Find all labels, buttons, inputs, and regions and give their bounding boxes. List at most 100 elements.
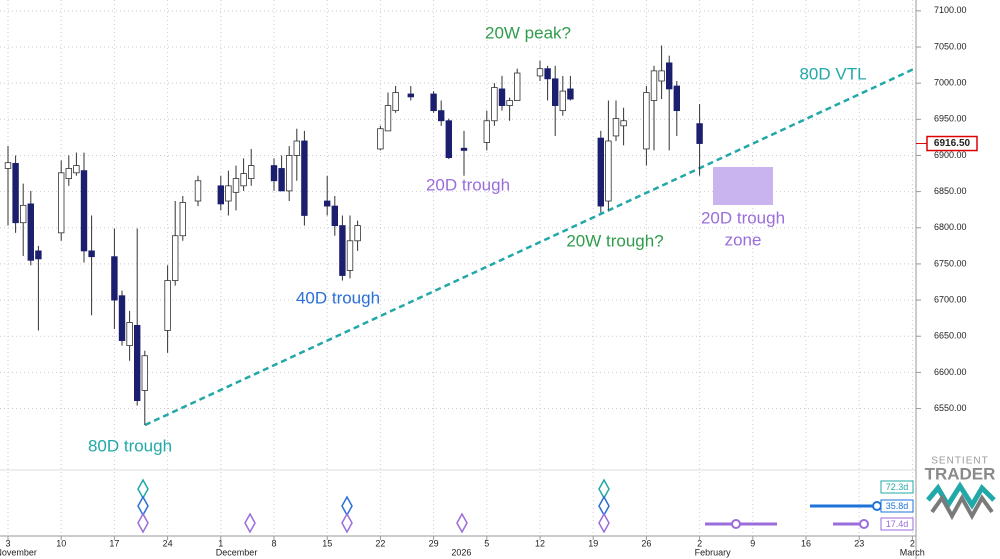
candle-body bbox=[384, 105, 392, 132]
last-price-box bbox=[926, 135, 978, 152]
x-month-label: February bbox=[695, 547, 732, 557]
cycle-ranges bbox=[705, 480, 914, 531]
candle-body bbox=[407, 93, 414, 98]
candle-body bbox=[58, 172, 65, 234]
x-tick-label: 10 bbox=[56, 538, 66, 548]
logo-mark bbox=[930, 493, 994, 521]
candle-body bbox=[323, 200, 331, 207]
candle-body bbox=[126, 322, 133, 347]
candle-body bbox=[392, 92, 399, 112]
candle-body bbox=[88, 250, 95, 258]
candle-body bbox=[4, 162, 12, 169]
candle-body bbox=[293, 140, 300, 156]
candle-body bbox=[377, 128, 384, 150]
y-tick-label: 6950.00 bbox=[934, 114, 967, 124]
candle-body bbox=[643, 92, 650, 150]
candle-body bbox=[240, 173, 247, 187]
x-tick-label: 9 bbox=[750, 538, 755, 548]
y-tick-label: 6600.00 bbox=[934, 367, 967, 377]
y-tick-label: 6800.00 bbox=[934, 222, 967, 232]
candle-body bbox=[354, 225, 361, 242]
candle-body bbox=[133, 324, 141, 401]
cycle-label: 72.3d bbox=[886, 482, 909, 492]
candle-body bbox=[331, 205, 338, 226]
x-tick-label: 22 bbox=[375, 538, 385, 548]
candle-body bbox=[430, 93, 437, 112]
x-month-label: March bbox=[900, 547, 925, 557]
axes: 6550.00 6600.00 6650.00 6700.00 6750.00 6800.… bbox=[0, 5, 978, 557]
annotation: zone bbox=[725, 230, 762, 249]
cycle-label: 35.8d bbox=[886, 501, 909, 511]
candle-body bbox=[141, 355, 148, 391]
candle-body bbox=[620, 120, 627, 127]
candle-body bbox=[73, 165, 80, 174]
x-tick-label: 23 bbox=[854, 538, 864, 548]
x-tick-label: 29 bbox=[429, 538, 439, 548]
y-tick-label: 6900.00 bbox=[934, 150, 967, 160]
annotation: 80D trough bbox=[88, 436, 172, 455]
candle-body bbox=[171, 235, 179, 281]
candle-body bbox=[506, 100, 513, 106]
x-tick-label: 19 bbox=[588, 538, 598, 548]
candle-body bbox=[605, 140, 612, 202]
candle-body bbox=[650, 70, 658, 101]
x-tick-label: 8 bbox=[271, 538, 276, 548]
candle-body bbox=[194, 180, 202, 202]
candle-body bbox=[35, 250, 42, 260]
logo-mark bbox=[926, 481, 996, 510]
y-tick-label: 6750.00 bbox=[934, 258, 967, 268]
y-tick-label: 7000.00 bbox=[934, 78, 967, 88]
candle-body bbox=[285, 155, 293, 192]
x-tick-label: 16 bbox=[801, 538, 811, 548]
candle-body bbox=[232, 178, 240, 193]
candle-body bbox=[164, 280, 171, 331]
candle-body bbox=[80, 170, 88, 252]
x-month-label: November bbox=[0, 547, 37, 557]
candle-body bbox=[278, 168, 285, 192]
trough-zone bbox=[713, 167, 773, 205]
candle-body bbox=[179, 202, 186, 237]
y-tick-label: 6700.00 bbox=[934, 294, 967, 304]
candle-body bbox=[65, 168, 72, 180]
candle-body bbox=[247, 165, 255, 179]
candle-body bbox=[339, 225, 346, 276]
candle-body bbox=[491, 87, 498, 122]
candle-body bbox=[498, 88, 506, 106]
x-tick-label: 26 bbox=[641, 538, 651, 548]
x-tick-label: 2 bbox=[910, 538, 915, 548]
y-tick-label: 7100.00 bbox=[934, 5, 967, 15]
annotation: 20D trough bbox=[426, 175, 510, 194]
candle-body bbox=[544, 68, 551, 80]
x-tick-label: 3 bbox=[5, 538, 10, 548]
annotation: 20W trough? bbox=[566, 231, 663, 250]
candle-body bbox=[666, 62, 673, 90]
candle-body bbox=[19, 204, 27, 224]
x-month-label: 2026 bbox=[451, 547, 471, 557]
cycle-markers bbox=[137, 478, 610, 534]
candle-body bbox=[225, 185, 232, 202]
candle-body bbox=[673, 85, 680, 112]
candle-body bbox=[27, 203, 34, 261]
trend-line bbox=[144, 66, 917, 427]
annotation: 80D VTL bbox=[799, 64, 866, 83]
annotation: 40D trough bbox=[296, 288, 380, 307]
candle-body bbox=[118, 295, 126, 341]
logo-text: SENTIENT bbox=[931, 456, 988, 467]
x-tick-label: 2 bbox=[697, 538, 702, 548]
candle-body bbox=[597, 137, 604, 207]
x-tick-label: 15 bbox=[322, 538, 332, 548]
candle-body bbox=[612, 118, 620, 137]
x-month-label: December bbox=[216, 547, 258, 557]
candle-body bbox=[483, 120, 490, 143]
candle-body bbox=[536, 68, 544, 77]
y-tick-label: 6650.00 bbox=[934, 331, 967, 341]
annotation: 20D trough bbox=[701, 208, 785, 227]
candle-body bbox=[658, 70, 665, 82]
x-tick-label: 1 bbox=[218, 538, 223, 548]
candle-body bbox=[12, 163, 19, 224]
candle-body bbox=[111, 256, 118, 301]
logo-text: TRADER bbox=[925, 464, 996, 483]
last-price-label: 6916.50 bbox=[934, 138, 971, 149]
